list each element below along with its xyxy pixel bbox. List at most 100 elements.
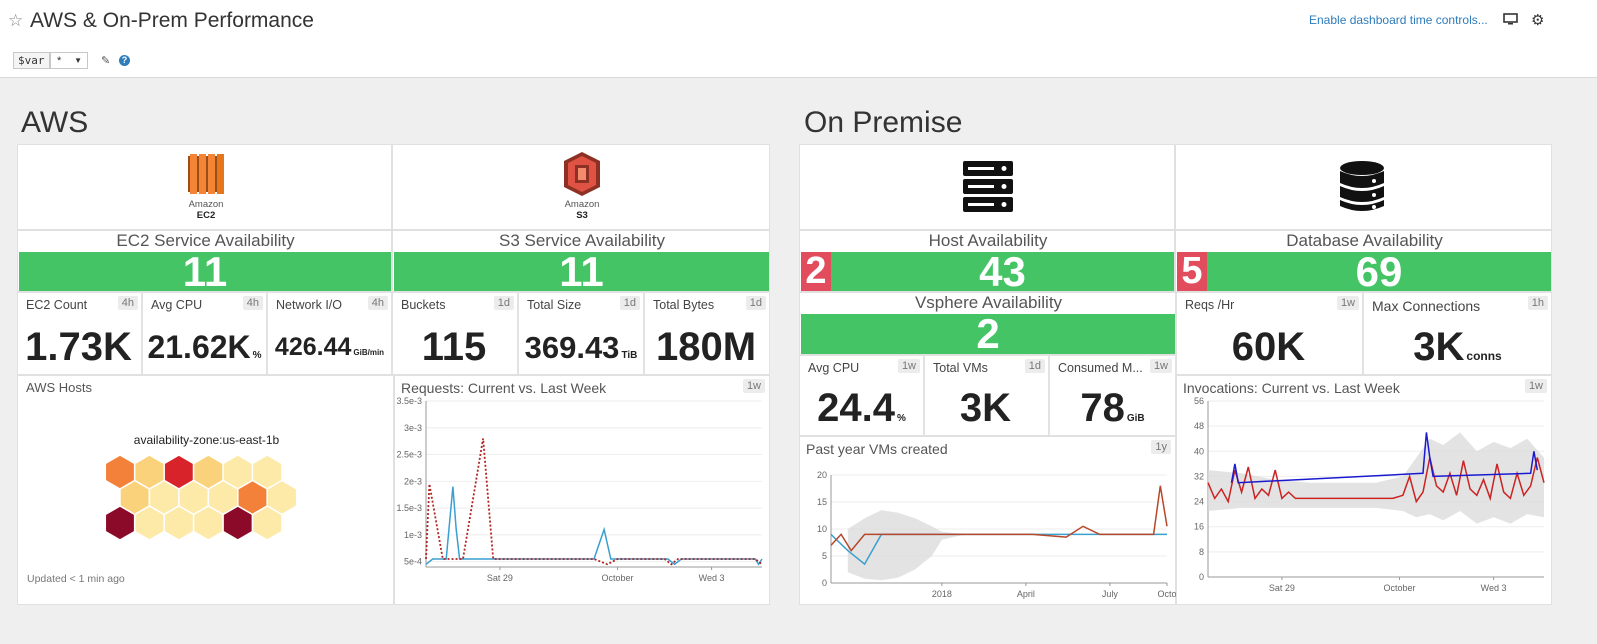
metric-number: 60K — [1231, 325, 1306, 369]
metric-title: Consumed M... — [1058, 361, 1143, 375]
server-logo-widget — [799, 144, 1175, 230]
ec2-logo-widget: Amazon EC2 — [17, 144, 392, 230]
time-badge: 1d — [1024, 359, 1045, 373]
host-hexagon — [222, 505, 254, 541]
ec2-availability-widget[interactable]: EC2 Service Availability 11 — [17, 230, 392, 295]
chart-title: Requests: Current vs. Last Week — [401, 380, 607, 396]
y-tick-label: 3e-3 — [404, 423, 422, 433]
invocations-chart[interactable]: 56 48 40 32 24 16 8 0 Sat 29 October Wed 3 — [1177, 394, 1553, 604]
metric-number: 1.73K — [25, 325, 132, 369]
requests-chart-widget[interactable]: Requests: Current vs. Last Week 1w 3.5e-… — [394, 375, 770, 605]
metric-max-connections[interactable]: Max Connections 1h 3K conns — [1363, 292, 1552, 375]
metric-number: 78 — [1080, 386, 1125, 430]
database-availability-title: Database Availability — [1286, 231, 1443, 250]
metric-number: 21.62K — [147, 329, 251, 365]
y-tick-label: 1e-3 — [404, 530, 422, 540]
metric-number: 115 — [421, 325, 487, 369]
chevron-down-icon: ▼ — [74, 56, 82, 65]
metric-number: 24.4 — [817, 386, 895, 430]
aws-hosts-widget[interactable]: AWS Hosts availability-zone:us-east-1b U… — [17, 375, 394, 605]
y-tick-label: 20 — [817, 470, 827, 480]
time-badge: 1d — [493, 296, 514, 310]
requests-chart[interactable]: 3.5e-3 3e-3 2.5e-3 2e-3 1.5e-3 1e-3 5e-4 Sat 29… — [395, 394, 771, 604]
s3-logo-line2: S3 — [576, 210, 588, 221]
host-hexagon — [251, 505, 283, 541]
metric-network-io[interactable]: Network I/O 4h 426.44 GiB/min — [267, 292, 392, 375]
y-tick-label: 2.5e-3 — [396, 450, 422, 460]
x-tick-label: April — [1017, 589, 1035, 599]
x-tick-label: Sat 29 — [487, 573, 513, 583]
time-badge: 1h — [1527, 296, 1548, 310]
s3-logo-widget: Amazon S3 — [392, 144, 770, 230]
y-tick-label: 0 — [1199, 572, 1204, 582]
template-variable-name: $var — [13, 52, 50, 69]
star-icon[interactable]: ☆ — [8, 11, 24, 30]
metric-reqs-per-hour[interactable]: Reqs /Hr 1w 60K — [1176, 292, 1363, 375]
y-tick-label: 5e-4 — [404, 557, 422, 567]
y-tick-label: 16 — [1194, 522, 1204, 532]
onprem-section-title: On Premise — [804, 106, 963, 139]
metric-vsphere-avg-cpu[interactable]: Avg CPU 1w 24.4% — [799, 355, 924, 436]
pencil-icon[interactable]: ✎ — [101, 55, 111, 67]
vsphere-availability-value: 2 — [801, 310, 1175, 357]
gear-icon[interactable]: ⚙ — [1531, 12, 1545, 29]
series-line-1 — [1230, 432, 1539, 484]
y-tick-label: 15 — [817, 497, 827, 507]
y-tick-label: 1.5e-3 — [396, 503, 422, 513]
enable-time-controls-link[interactable]: Enable dashboard time controls... — [1309, 13, 1488, 27]
time-badge: 1w — [897, 359, 920, 373]
x-tick-label: Octo — [1157, 589, 1176, 599]
metric-value: 60K — [1177, 325, 1362, 370]
hostmap-hexagons[interactable] — [98, 454, 318, 554]
metric-value: 1.73K — [18, 325, 141, 370]
metric-buckets[interactable]: Buckets 1d 115 — [392, 292, 518, 375]
database-logo-widget — [1175, 144, 1552, 230]
time-badge: 1w — [742, 379, 765, 393]
database-availability-widget[interactable]: Database Availability 5 69 — [1175, 230, 1552, 295]
metric-number: 3K — [959, 386, 1012, 430]
time-badge: 1d — [745, 296, 766, 310]
y-tick-label: 3.5e-3 — [396, 396, 422, 406]
metric-total-bytes[interactable]: Total Bytes 1d 180M — [644, 292, 770, 375]
metric-number: 3K — [1413, 325, 1465, 369]
range-band — [847, 510, 966, 581]
x-tick-label: 2018 — [932, 589, 952, 599]
y-tick-label: 2e-3 — [404, 476, 422, 486]
vsphere-availability-widget[interactable]: Vsphere Availability 2 — [799, 292, 1176, 357]
series-line-0 — [425, 486, 763, 566]
metric-ec2-count[interactable]: EC2 Count 4h 1.73K — [17, 292, 142, 375]
hostmap-updated-text: Updated < 1 min ago — [27, 573, 125, 585]
host-availability-widget[interactable]: Host Availability 2 43 — [799, 230, 1175, 295]
database-down-count: 5 — [1177, 250, 1207, 292]
metric-total-size[interactable]: Total Size 1d 369.43 TiB — [518, 292, 644, 375]
s3-availability-widget[interactable]: S3 Service Availability 11 — [392, 230, 770, 295]
metric-total-vms[interactable]: Total VMs 1d 3K — [924, 355, 1049, 436]
ec2-availability-value: 11 — [19, 248, 391, 295]
metric-title: Network I/O — [276, 298, 342, 312]
vms-created-chart[interactable]: 20 15 10 5 0 2018 April July Octo — [800, 457, 1177, 605]
y-tick-label: 0 — [822, 578, 827, 588]
host-availability-title: Host Availability — [928, 231, 1048, 250]
x-tick-label: October — [602, 573, 634, 583]
s3-availability-value: 11 — [394, 248, 769, 295]
vsphere-availability-title: Vsphere Availability — [914, 293, 1063, 312]
time-badge: 4h — [117, 296, 138, 310]
time-badge: 1w — [1149, 359, 1172, 373]
tv-mode-icon[interactable] — [1503, 13, 1518, 25]
y-tick-label: 5 — [822, 551, 827, 561]
ec2-logo-line1: Amazon — [188, 199, 224, 210]
aws-section-title: AWS — [21, 106, 89, 139]
ec2-logo-line2: EC2 — [196, 210, 216, 221]
database-up-count: 69 — [1207, 248, 1551, 295]
x-tick-label: Wed 3 — [1481, 583, 1507, 593]
metric-value: 3K conns — [1364, 325, 1551, 370]
vms-created-chart-widget[interactable]: Past year VMs created 1y 20 15 10 5 0 2018 Apr… — [799, 436, 1177, 605]
invocations-chart-widget[interactable]: Invocations: Current vs. Last Week 1w 56… — [1176, 375, 1552, 605]
time-badge: 1d — [619, 296, 640, 310]
help-icon[interactable]: ? — [119, 55, 130, 66]
template-variable-select[interactable]: * ▼ — [50, 52, 88, 69]
dashboard-header: ☆ AWS & On-Prem Performance Enable dashb… — [0, 0, 1597, 78]
metric-consumed-memory[interactable]: Consumed M... 1w 78 GiB — [1049, 355, 1176, 436]
metric-value: 369.43 TiB — [519, 330, 643, 366]
metric-avg-cpu[interactable]: Avg CPU 4h 21.62K% — [142, 292, 267, 375]
